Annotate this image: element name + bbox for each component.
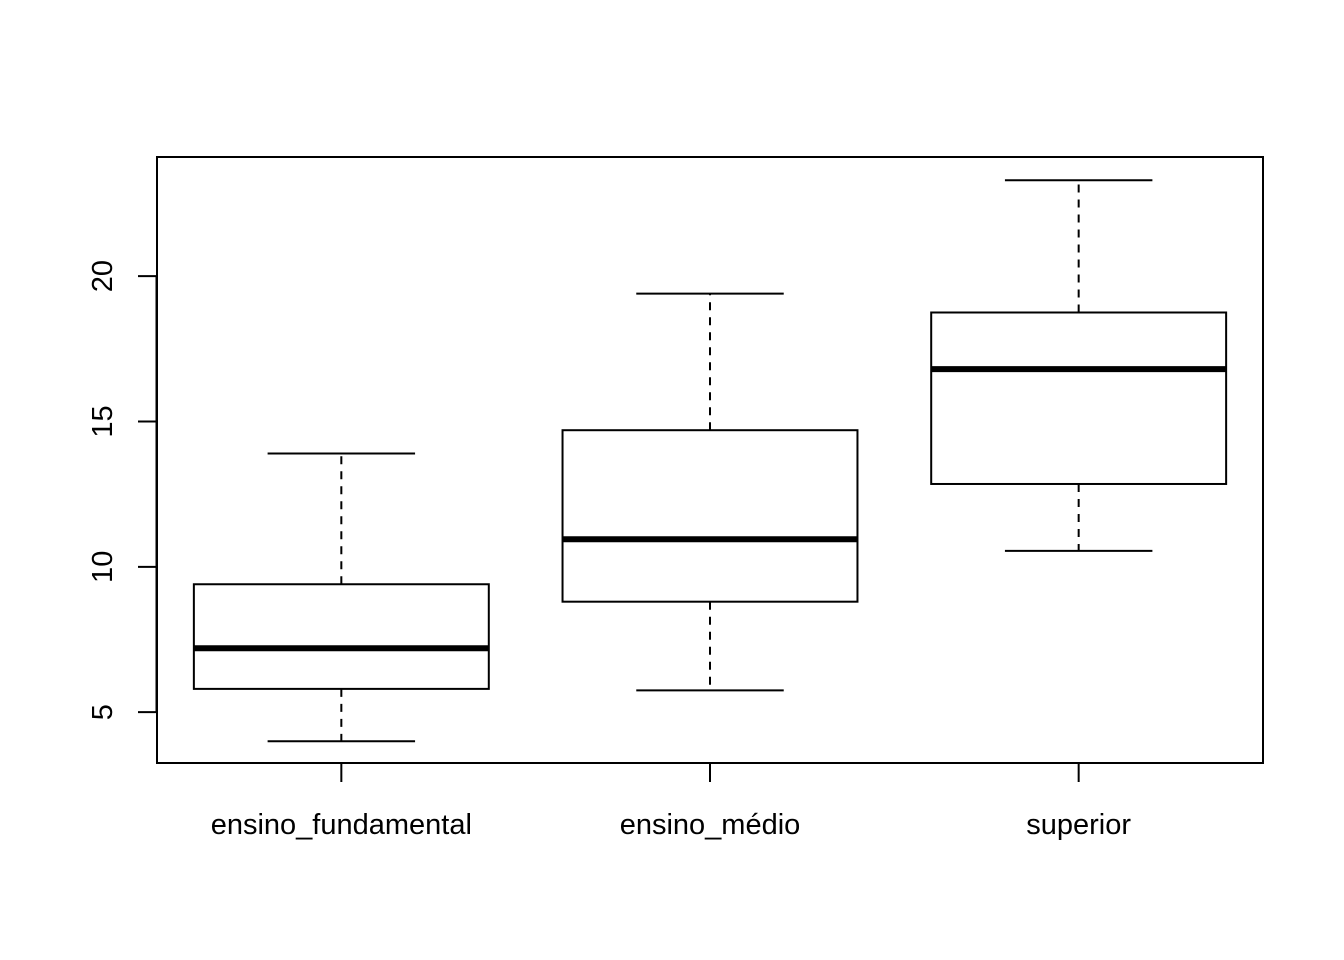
y-tick-label: 15 <box>87 405 119 437</box>
box-1 <box>192 452 490 743</box>
box-2 <box>561 292 859 692</box>
y-tick-label: 10 <box>87 551 119 583</box>
y-tick-label: 5 <box>87 704 119 720</box>
iqr-box <box>930 311 1228 485</box>
x-tick-label: superior <box>1026 809 1131 841</box>
iqr-box <box>192 583 490 690</box>
iqr-box <box>561 429 859 603</box>
x-tick-label: ensino_médio <box>620 809 801 841</box>
box-3 <box>930 179 1228 552</box>
x-axis: ensino_fundamental ensino_médio superior <box>211 762 1131 841</box>
x-tick-label: ensino_fundamental <box>211 809 472 841</box>
y-axis: 5 10 15 20 <box>87 260 158 720</box>
box-series <box>192 179 1228 743</box>
y-tick-label: 20 <box>87 260 119 292</box>
